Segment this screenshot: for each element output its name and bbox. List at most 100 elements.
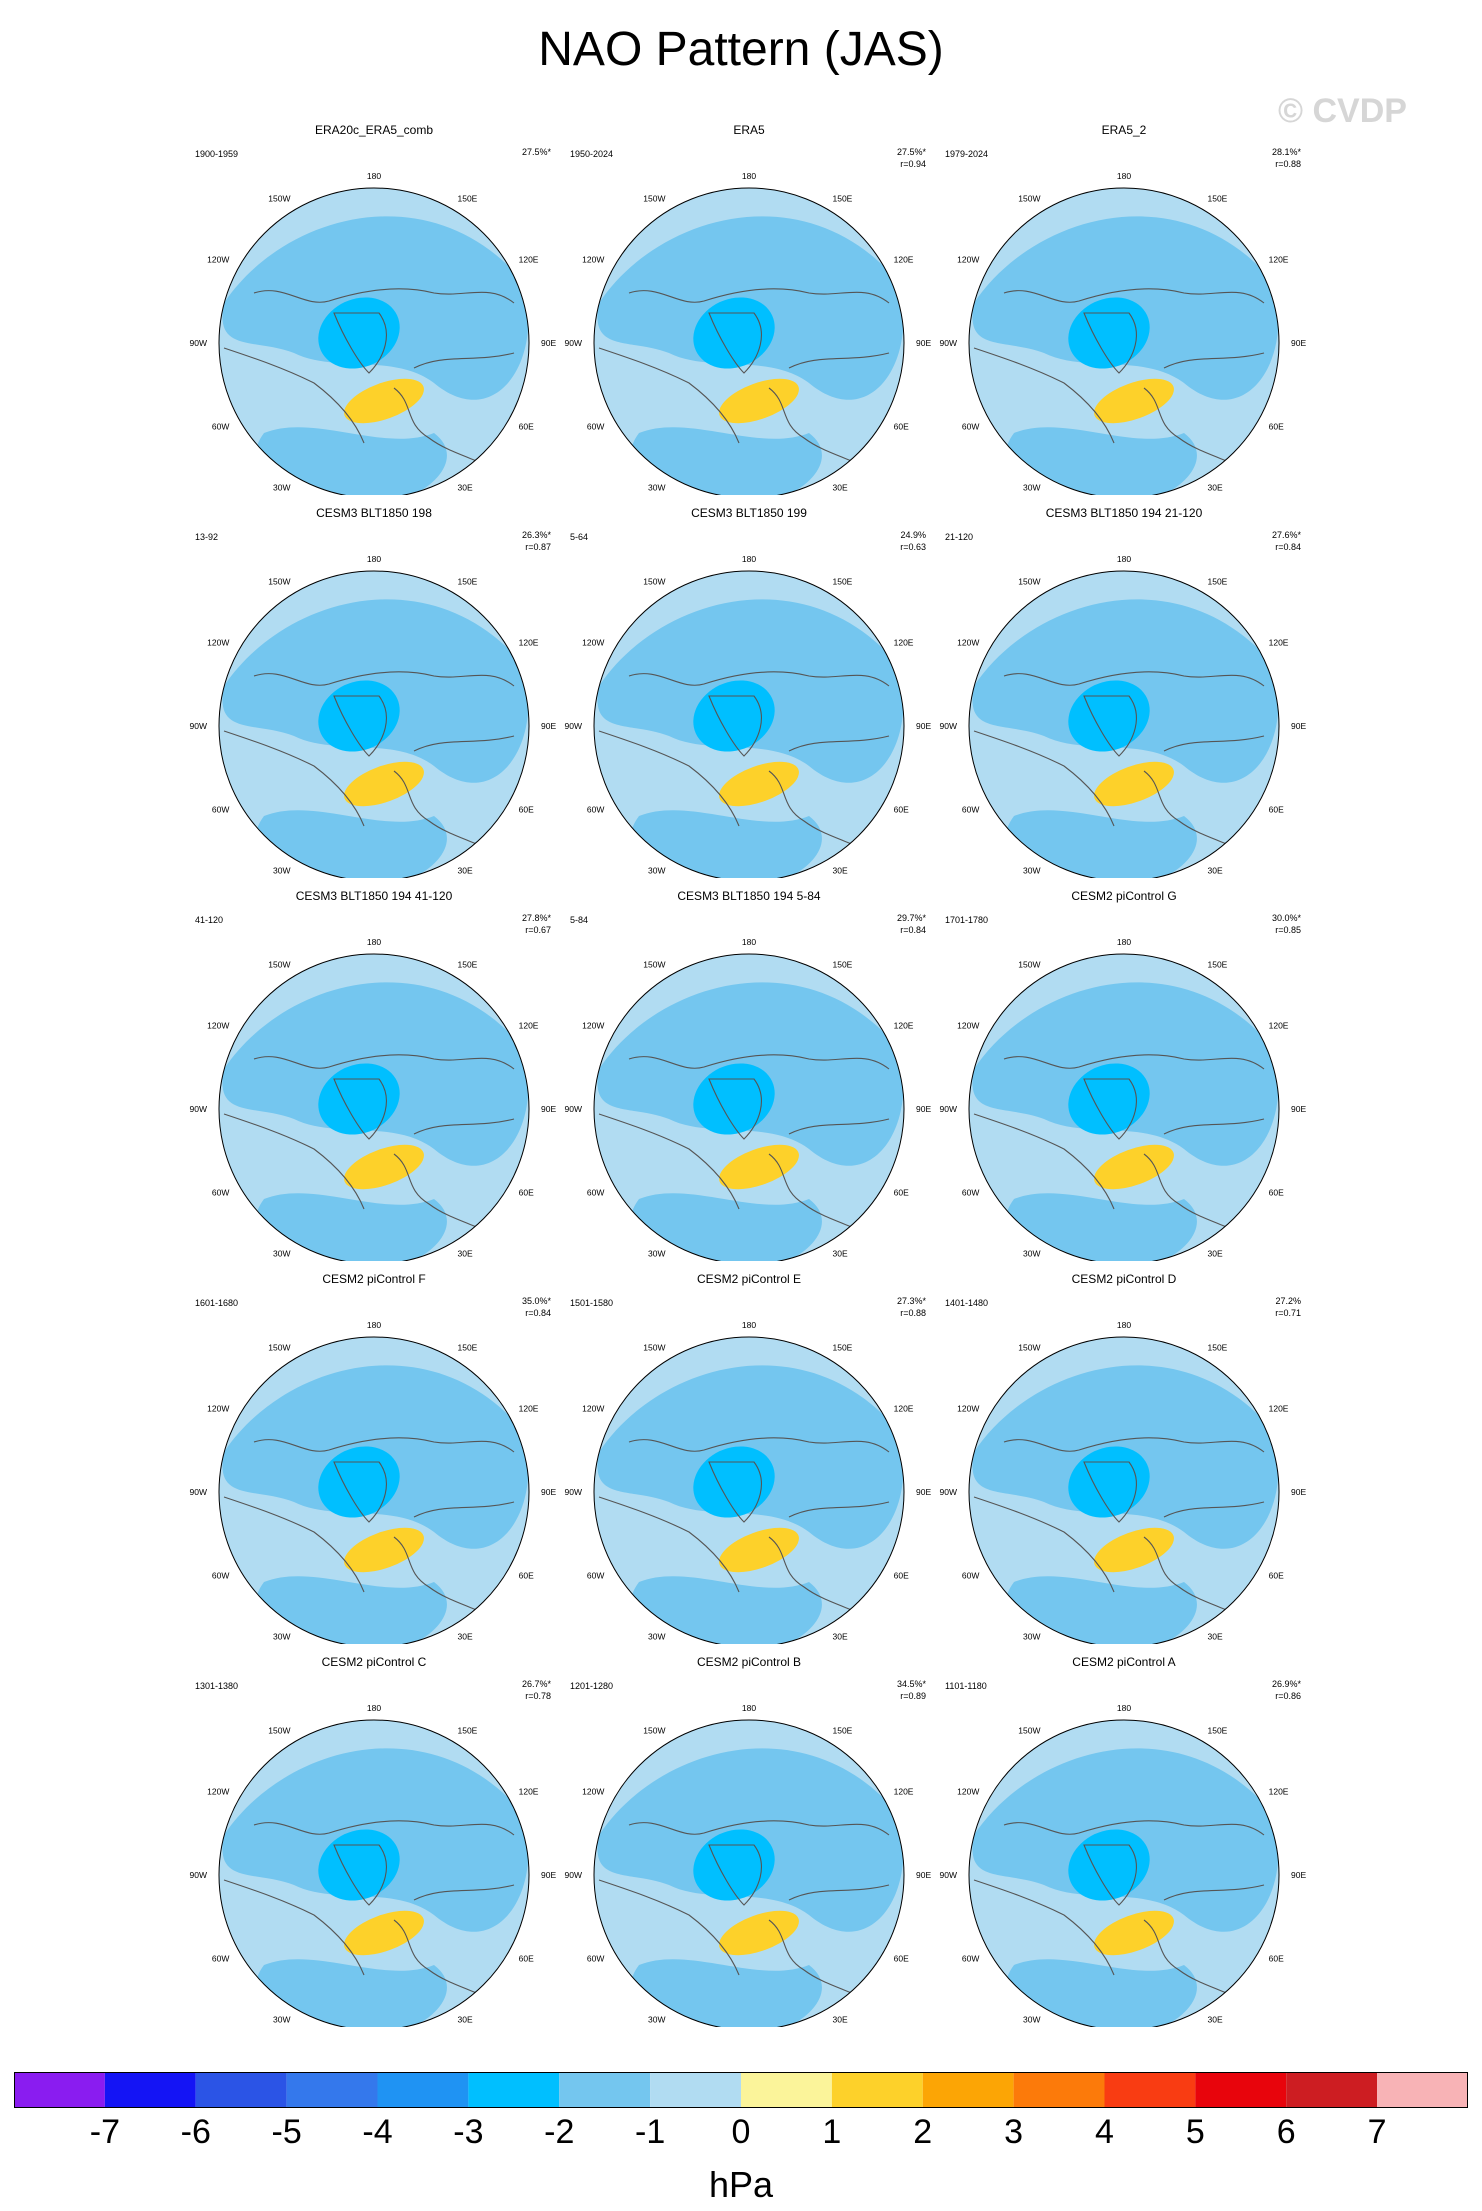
longitude-label: 30E — [1208, 2015, 1223, 2025]
longitude-label: 30W — [648, 1632, 665, 1642]
longitude-label: 120E — [1269, 1787, 1289, 1797]
coastline — [1083, 695, 1137, 757]
field-level-plus2 — [719, 1144, 799, 1190]
coastline — [333, 695, 387, 757]
longitude-label: 150E — [458, 576, 478, 586]
field-level-plus2 — [719, 761, 799, 807]
longitude-label: 120W — [957, 1787, 979, 1797]
longitude-label: 30E — [833, 483, 848, 493]
coastline — [1003, 671, 1265, 687]
longitude-label: 60W — [962, 1954, 979, 1964]
coastline — [708, 1078, 762, 1140]
coastline — [598, 347, 740, 444]
longitude-label: 150W — [268, 1725, 290, 1735]
coastline — [788, 1884, 890, 1901]
map-boundary — [968, 1719, 1280, 2027]
field-level-minus2 — [693, 680, 775, 752]
longitude-label: 60W — [962, 1188, 979, 1198]
longitude-label: 90W — [940, 338, 957, 348]
coastline — [628, 1820, 890, 1836]
longitude-label: 120W — [207, 638, 229, 648]
longitude-label: 30W — [1023, 483, 1040, 493]
field-level-minus2 — [318, 1829, 400, 1901]
longitude-label: 120E — [519, 255, 539, 265]
longitude-label: 30E — [833, 1632, 848, 1642]
panel-period: 1701-1780 — [945, 915, 989, 925]
longitude-label: 180 — [367, 1320, 381, 1330]
coastline — [1083, 1844, 1137, 1906]
colorbar-swatch — [14, 2072, 105, 2108]
coastline — [973, 1496, 1115, 1593]
panel-variance: 27.2% — [1275, 1296, 1301, 1306]
longitude-label: 90W — [190, 1487, 207, 1497]
coastline — [788, 352, 890, 369]
longitude-label: 30E — [833, 1249, 848, 1259]
longitude-label: 90E — [541, 338, 556, 348]
longitude-label: 60W — [587, 805, 604, 815]
longitude-label: 180 — [1117, 1703, 1131, 1713]
longitude-label: 180 — [742, 1703, 756, 1713]
field-level-minus2 — [1068, 297, 1150, 369]
panel-title: CESM2 piControl D — [1071, 1272, 1177, 1286]
longitude-label: 90E — [1291, 721, 1306, 731]
longitude-label: 120E — [519, 638, 539, 648]
longitude-label: 120W — [957, 638, 979, 648]
longitude-label: 30W — [273, 1632, 290, 1642]
longitude-label: 30E — [458, 866, 473, 876]
map-panel: 180150E120E90E60E30E030W60W90W120W150WCE… — [187, 881, 561, 1261]
coastline — [223, 347, 365, 444]
coastline — [333, 1844, 387, 1906]
field-level-plus2 — [1094, 1910, 1174, 1956]
longitude-label: 150E — [1208, 1725, 1228, 1735]
longitude-label: 150E — [833, 1725, 853, 1735]
longitude-label: 60E — [894, 805, 909, 815]
longitude-label: 30W — [273, 483, 290, 493]
longitude-label: 30W — [1023, 2015, 1040, 2025]
longitude-label: 90E — [1291, 1487, 1306, 1497]
panel-title: ERA5_2 — [1101, 123, 1147, 137]
colorbar-tick-label: 6 — [1276, 2113, 1296, 2151]
longitude-label: 60E — [519, 805, 534, 815]
coastline — [708, 312, 762, 374]
longitude-label: 120W — [207, 1404, 229, 1414]
field-level-plus2 — [344, 1144, 424, 1190]
longitude-label: 150W — [1018, 576, 1040, 586]
coastline — [708, 1461, 762, 1523]
coastline — [973, 1879, 1115, 1976]
longitude-label: 90W — [190, 338, 207, 348]
panel-period: 5-84 — [570, 915, 589, 925]
colorbar-tick-label: -2 — [544, 2113, 575, 2151]
field-level-plus2 — [344, 1527, 424, 1573]
longitude-label: 150W — [268, 193, 290, 203]
longitude-label: 120E — [1269, 255, 1289, 265]
longitude-label: 60E — [1269, 422, 1284, 432]
coastline — [413, 1501, 515, 1518]
coastline — [1163, 352, 1265, 369]
coastline — [1003, 1820, 1265, 1836]
panel-period: 5-64 — [570, 532, 589, 542]
map-panel: 180150E120E90E60E30E030W60W90W120W150WCE… — [562, 1647, 936, 2027]
coastline — [1003, 1437, 1265, 1453]
longitude-label: 60E — [1269, 805, 1284, 815]
panel-correlation: r=0.88 — [1275, 159, 1301, 169]
coastline — [253, 288, 515, 304]
longitude-label: 150W — [268, 1342, 290, 1352]
coastline — [1083, 1078, 1137, 1140]
longitude-label: 150W — [1018, 959, 1040, 969]
longitude-label: 30W — [648, 483, 665, 493]
longitude-label: 180 — [742, 554, 756, 564]
map-panel: 180150E120E90E60E30E030W60W90W120W150WER… — [937, 115, 1311, 495]
field-level-plus2 — [1094, 761, 1174, 807]
longitude-label: 90E — [1291, 1870, 1306, 1880]
coastline — [1083, 1461, 1137, 1523]
longitude-label: 90W — [565, 1870, 582, 1880]
longitude-label: 90E — [1291, 338, 1306, 348]
panel-correlation: r=0.78 — [525, 1691, 551, 1701]
longitude-label: 60W — [587, 422, 604, 432]
longitude-label: 90W — [565, 1487, 582, 1497]
panel-correlation: r=0.84 — [525, 1308, 551, 1318]
map-boundary — [218, 953, 530, 1261]
longitude-label: 30W — [273, 866, 290, 876]
longitude-label: 30E — [458, 1249, 473, 1259]
longitude-label: 30W — [648, 2015, 665, 2025]
